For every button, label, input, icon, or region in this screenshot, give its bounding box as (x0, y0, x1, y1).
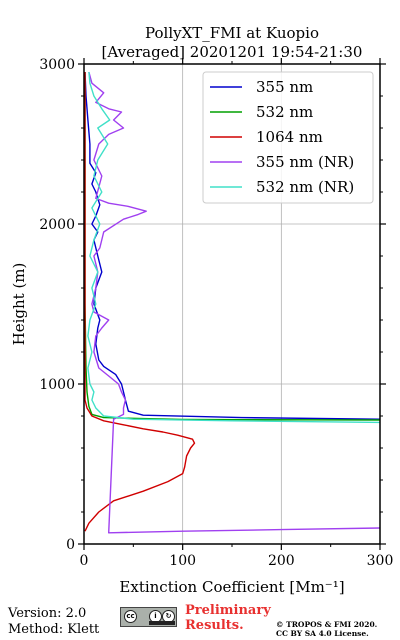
y-tick-label: 1000 (39, 377, 75, 393)
x-tick-label: 200 (268, 553, 295, 569)
chart-title: PollyXT_FMI at Kuopio (145, 24, 319, 42)
x-axis-label: Extinction Coefficient [Mm⁻¹] (119, 578, 344, 596)
y-tick-label: 2000 (39, 217, 75, 233)
x-tick-label: 300 (367, 553, 394, 569)
legend-label-3: 1064 nm (256, 128, 323, 146)
legend: 355 nm 532 nm 1064 nm 355 nm (NR) 532 nm (NR… (202, 71, 374, 204)
cc-license-badge: cc i ↻ (120, 607, 177, 627)
copyright-line-2: CC BY SA 4.0 License. (276, 629, 369, 638)
y-tick-label: 0 (66, 537, 75, 553)
y-axis-label: Height (m) (10, 263, 28, 346)
legend-label-1: 355 nm (256, 78, 313, 96)
badge-strip (149, 621, 175, 625)
legend-box (202, 71, 374, 204)
x-tick-label: 0 (80, 553, 89, 569)
series-line-5 (87, 71, 380, 424)
y-tick-label: 3000 (39, 57, 75, 73)
copyright-text: © TROPOS & FMI 2020. CC BY SA 4.0 Licens… (276, 620, 377, 638)
version-text: Version: 2.0 (8, 606, 87, 621)
axis-ticks (78, 58, 386, 550)
method-text: Method: Klett (8, 622, 100, 637)
legend-label-2: 532 nm (256, 103, 313, 121)
chart-subtitle: [Averaged] 20201201 19:54-21:30 (102, 43, 363, 61)
preliminary-results-text: Preliminary Results. (185, 603, 271, 633)
x-tick-label: 100 (169, 553, 196, 569)
preliminary-line-2: Results. (185, 618, 244, 633)
series-line-4 (88, 71, 380, 534)
series-lines (84, 71, 380, 534)
series-line-3 (84, 72, 196, 532)
legend-label-4: 355 nm (NR) (256, 153, 354, 171)
cc-icon: cc (124, 610, 137, 623)
by-icon: i (149, 610, 162, 623)
legend-label-5: 532 nm (NR) (256, 178, 354, 196)
preliminary-line-1: Preliminary (185, 603, 271, 618)
copyright-line-1: © TROPOS & FMI 2020. (276, 620, 378, 629)
